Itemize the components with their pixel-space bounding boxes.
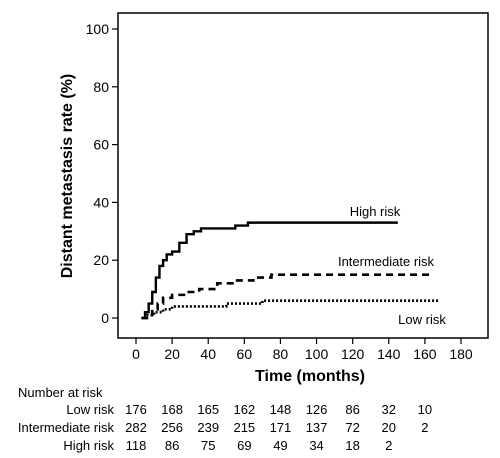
risk-cell: 32 [381,402,396,417]
risk-cell: 162 [233,402,256,417]
risk-cell: 126 [305,402,328,417]
risk-row-label: Low risk [66,402,114,417]
x-tick-label: 180 [449,346,473,362]
risk-cell: 72 [345,420,360,435]
risk-cell: 2 [385,438,393,453]
risk-cell: 75 [200,438,216,453]
risk-cell: 282 [125,420,147,435]
x-tick-label: 0 [132,346,140,362]
x-tick-label: 20 [164,346,180,362]
y-tick-label: 0 [101,310,109,326]
series-label: Low risk [398,312,446,327]
y-axis: 0 20 40 60 80 100 [86,21,118,326]
risk-cell: 215 [233,420,256,435]
x-tick-label: 160 [413,346,437,362]
x-tick-label: 80 [273,346,289,362]
y-tick-label: 40 [93,194,109,210]
risk-cell: 69 [237,438,252,453]
risk-row-label: High risk [63,438,114,453]
x-axis-title: Time (months) [255,368,365,385]
plot-frame [117,12,489,339]
x-axis: 0 20 40 60 80 100 120 140 160 180 [132,338,473,362]
risk-row-label: Intermediate risk [17,420,114,435]
risk-cell: 118 [125,438,147,453]
risk-cell: 137 [305,420,328,435]
risk-cell: 168 [161,402,183,417]
risk-cell: 18 [345,438,360,453]
y-tick-label: 60 [93,137,109,153]
risk-cell: 171 [269,420,292,435]
series-line-intermediate-risk [141,273,434,320]
y-tick-label: 80 [93,79,109,95]
x-tick-label: 140 [377,346,401,362]
x-tick-label: 60 [237,346,253,362]
risk-cell: 239 [197,420,220,435]
risk-cell: 86 [345,402,360,417]
risk-cell: 34 [309,438,324,453]
series-label: High risk [350,204,401,219]
x-tick-label: 120 [341,346,365,362]
risk-cell: 2 [421,420,429,435]
series-line-low-risk [141,299,440,320]
risk-cell: 165 [197,402,220,417]
risk-cell: 20 [381,420,396,435]
y-axis-title: Distant metastasis rate (%) [59,74,76,279]
series-label: Intermediate risk [338,254,435,269]
risk-cell: 86 [164,438,180,453]
series-layer: High risk Intermediate risk Low risk [141,204,446,327]
risk-cell: 49 [273,438,288,453]
y-tick-label: 20 [93,252,109,268]
x-tick-label: 40 [200,346,216,362]
risk-table-title: Number at risk [18,385,103,400]
risk-cell: 176 [125,402,147,417]
y-tick-label: 100 [86,21,110,37]
risk-cell: 10 [417,402,433,417]
risk-cell: 148 [269,402,292,417]
series-line-high-risk [141,221,398,320]
risk-cell: 256 [161,420,183,435]
x-tick-label: 100 [305,346,329,362]
